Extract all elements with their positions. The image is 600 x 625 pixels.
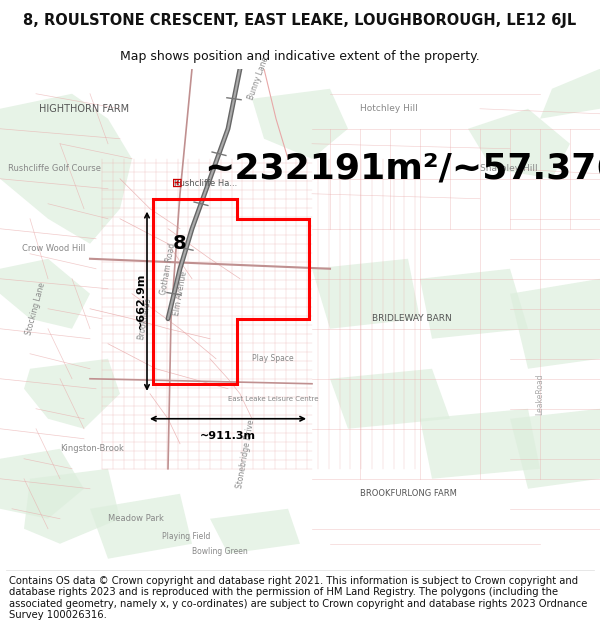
- Text: Stonebridge Drive: Stonebridge Drive: [236, 419, 256, 489]
- Polygon shape: [252, 89, 348, 159]
- Polygon shape: [420, 409, 540, 479]
- Text: Elm Avenue: Elm Avenue: [172, 271, 188, 317]
- Text: Hotchley Hill: Hotchley Hill: [360, 104, 418, 113]
- Text: Kingston-Brook: Kingston-Brook: [60, 444, 124, 453]
- Text: BRIDLEWAY BARN: BRIDLEWAY BARN: [372, 314, 452, 323]
- Text: 8, ROULSTONE CRESCENT, EAST LEAKE, LOUGHBOROUGH, LE12 6JL: 8, ROULSTONE CRESCENT, EAST LEAKE, LOUGH…: [23, 12, 577, 28]
- Polygon shape: [540, 69, 600, 119]
- Text: LeakeRoad: LeakeRoad: [536, 373, 545, 414]
- Text: BROOKFURLONG FARM: BROOKFURLONG FARM: [360, 489, 457, 498]
- Text: Bowling Green: Bowling Green: [192, 547, 248, 556]
- Text: Gotham Road: Gotham Road: [159, 242, 177, 295]
- Polygon shape: [312, 259, 420, 329]
- Text: ~911.3m: ~911.3m: [200, 431, 256, 441]
- Polygon shape: [210, 509, 300, 554]
- Polygon shape: [330, 369, 450, 429]
- Text: Brookfields: Brookfields: [136, 297, 152, 341]
- Text: Bunny Lane: Bunny Lane: [246, 56, 270, 101]
- Text: Crow Wood Hill: Crow Wood Hill: [22, 244, 86, 253]
- Text: ~232191m²/~57.376ac.: ~232191m²/~57.376ac.: [204, 152, 600, 186]
- Text: 8: 8: [173, 234, 187, 253]
- Text: ⊞: ⊞: [172, 177, 182, 190]
- Text: Sharpley Hill: Sharpley Hill: [480, 164, 538, 173]
- Text: Play Space: Play Space: [252, 354, 293, 363]
- Text: Map shows position and indicative extent of the property.: Map shows position and indicative extent…: [120, 49, 480, 62]
- Polygon shape: [510, 409, 600, 489]
- Polygon shape: [24, 469, 120, 544]
- Text: Rushcliffe Ha...: Rushcliffe Ha...: [174, 179, 237, 188]
- Polygon shape: [0, 449, 84, 519]
- Polygon shape: [90, 494, 192, 559]
- Text: Meadow Park: Meadow Park: [108, 514, 164, 523]
- Text: HIGHTHORN FARM: HIGHTHORN FARM: [39, 104, 129, 114]
- Polygon shape: [510, 279, 600, 369]
- Text: Playing Field: Playing Field: [162, 532, 211, 541]
- Polygon shape: [24, 359, 120, 429]
- Text: Stocking Lane: Stocking Lane: [25, 281, 47, 336]
- Text: East Leake Leisure Centre: East Leake Leisure Centre: [228, 396, 319, 402]
- Text: ~662.9m: ~662.9m: [136, 273, 146, 329]
- Polygon shape: [0, 259, 90, 329]
- Polygon shape: [420, 269, 528, 339]
- Polygon shape: [0, 94, 132, 244]
- Text: Rushcliffe Golf Course: Rushcliffe Golf Course: [7, 164, 101, 173]
- Text: Contains OS data © Crown copyright and database right 2021. This information is : Contains OS data © Crown copyright and d…: [9, 576, 587, 620]
- Polygon shape: [468, 109, 570, 179]
